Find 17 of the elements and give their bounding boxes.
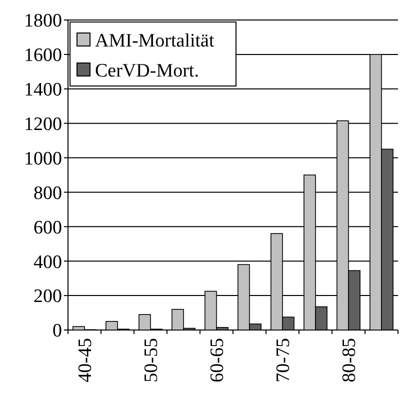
x-tick-label: 60-65 xyxy=(207,338,228,382)
y-tick-label: 0 xyxy=(52,320,62,342)
x-tick-label: 40-45 xyxy=(75,338,96,382)
y-tick-label: 1800 xyxy=(24,10,62,32)
y-tick-label: 400 xyxy=(34,252,62,273)
y-tick-label: 1000 xyxy=(24,148,62,170)
y-tick-label: 200 xyxy=(34,286,62,308)
y-tick-label: 800 xyxy=(34,182,62,204)
y-tick-label: 1400 xyxy=(24,80,62,101)
x-tick-label: 80-85 xyxy=(339,338,360,382)
x-tick-label: 70-75 xyxy=(273,338,294,382)
x-tick-label: 50-55 xyxy=(141,338,162,382)
y-tick-label: 1600 xyxy=(24,45,62,66)
y-tick-label: 1200 xyxy=(24,114,62,135)
y-tick-label: 600 xyxy=(34,217,62,238)
legend-label: AMI-Mortalität xyxy=(95,30,215,52)
legend-label: CerVD-Mort. xyxy=(95,60,199,82)
